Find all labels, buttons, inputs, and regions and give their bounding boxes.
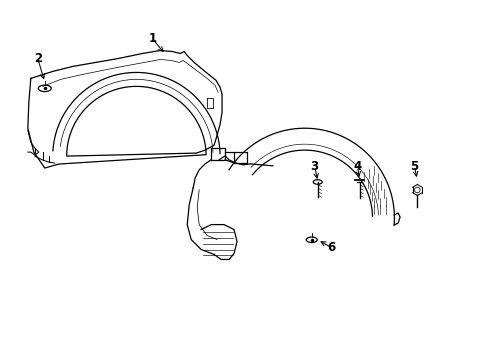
Text: 4: 4 [353,159,361,172]
Text: 1: 1 [148,32,156,45]
Text: 3: 3 [310,159,318,172]
Text: 6: 6 [327,241,335,254]
Text: 5: 5 [409,159,418,172]
Text: 2: 2 [34,52,42,65]
